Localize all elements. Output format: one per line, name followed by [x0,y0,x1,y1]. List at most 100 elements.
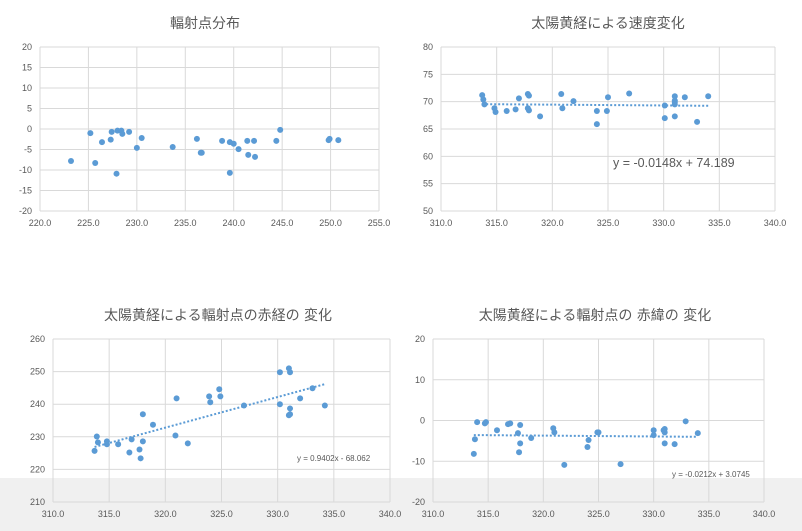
data-point [98,139,105,146]
data-point [115,441,122,448]
data-point [493,427,500,434]
x-tick-label: 335.0 [323,509,346,519]
data-point [139,411,146,418]
data-point [528,435,535,442]
data-point [492,109,499,116]
data-point [128,436,135,443]
y-tick-label: 50 [423,206,433,216]
data-point [172,432,179,439]
data-point [149,421,156,428]
y-tick-label: 60 [423,151,433,161]
y-tick-label: 65 [423,124,433,134]
chart-title: 太陽黄経による輻射点の赤経の 変化 [104,307,332,324]
data-point [67,157,74,164]
data-point [482,419,489,426]
data-point [309,385,316,392]
data-point [605,94,611,101]
y-tick-label: 10 [415,375,425,385]
x-tick-label: 330.0 [652,218,675,228]
data-point [198,149,205,156]
y-tick-label: 0 [420,416,425,426]
x-tick-label: 245.0 [271,218,294,228]
data-point [326,135,333,142]
data-point [681,94,688,101]
data-point [650,432,657,439]
data-point [251,137,258,144]
y-tick-label: 240 [30,399,45,409]
x-tick-label: 325.0 [597,218,620,228]
data-point [503,107,510,114]
y-tick-label: 230 [30,432,45,442]
data-point [103,438,110,445]
trendline-equation: y = -0.0148x + 74.189 [613,156,735,170]
y-tick-label: 260 [30,334,45,344]
y-tick-label: -20 [19,206,32,216]
x-tick-label: 340.0 [753,509,776,519]
data-point [661,440,668,447]
x-tick-label: 315.0 [98,509,121,519]
data-point [138,135,145,142]
data-point [682,418,689,425]
data-point [277,126,284,133]
data-point [474,419,481,426]
y-tick-label: 55 [423,179,433,189]
data-point [207,399,214,406]
y-tick-label: 80 [423,42,433,52]
data-point [137,455,144,462]
data-point [113,170,120,177]
data-point [694,430,701,437]
data-point [603,107,610,114]
data-point [321,402,328,409]
x-tick-label: 320.0 [154,509,177,519]
x-tick-label: 310.0 [422,509,445,519]
chart-title: 太陽黄経による速度変化 [531,15,685,32]
data-point [514,430,521,437]
data-point [471,436,478,443]
x-tick-label: 325.0 [210,509,233,519]
data-point [93,433,100,440]
data-point [287,405,294,412]
data-point [570,98,577,105]
data-point [235,146,242,153]
data-point [240,402,247,409]
x-tick-label: 240.0 [222,218,245,228]
data-point [593,107,600,114]
trendline [482,103,709,107]
x-tick-label: 235.0 [174,218,197,228]
data-point [184,440,191,447]
data-point [507,420,514,427]
data-point [126,449,133,456]
data-point [173,395,180,402]
data-point [193,135,200,142]
data-point [584,443,591,450]
y-tick-label: -20 [412,497,425,507]
data-point [561,461,568,468]
data-point [226,169,233,176]
data-point [595,429,602,436]
x-tick-label: 315.0 [477,509,500,519]
data-point [273,137,280,144]
x-tick-label: 325.0 [587,509,610,519]
x-tick-label: 220.0 [29,218,52,228]
y-tick-label: -5 [24,145,32,155]
chart-title: 太陽黄経による輻射点の 赤緯の 変化 [479,307,711,324]
data-point [650,427,657,434]
x-tick-label: 310.0 [42,509,65,519]
data-point [287,369,294,376]
x-tick-label: 315.0 [485,218,508,228]
data-point [516,449,523,456]
data-point [481,101,488,108]
data-point [107,136,114,143]
data-point [244,137,251,144]
x-tick-label: 340.0 [379,509,402,519]
chart-4: 太陽黄経による輻射点の 赤緯の 変化 -20 -10 0 10 20 310.0 315.0 3… [412,307,775,519]
data-point [139,438,146,445]
y-tick-label: 210 [30,497,45,507]
data-point [252,153,259,160]
y-tick-label: -10 [19,165,32,175]
data-point [470,450,477,457]
data-point [593,121,600,128]
x-tick-label: 225.0 [77,218,100,228]
data-point [206,393,213,400]
data-point [216,386,223,393]
